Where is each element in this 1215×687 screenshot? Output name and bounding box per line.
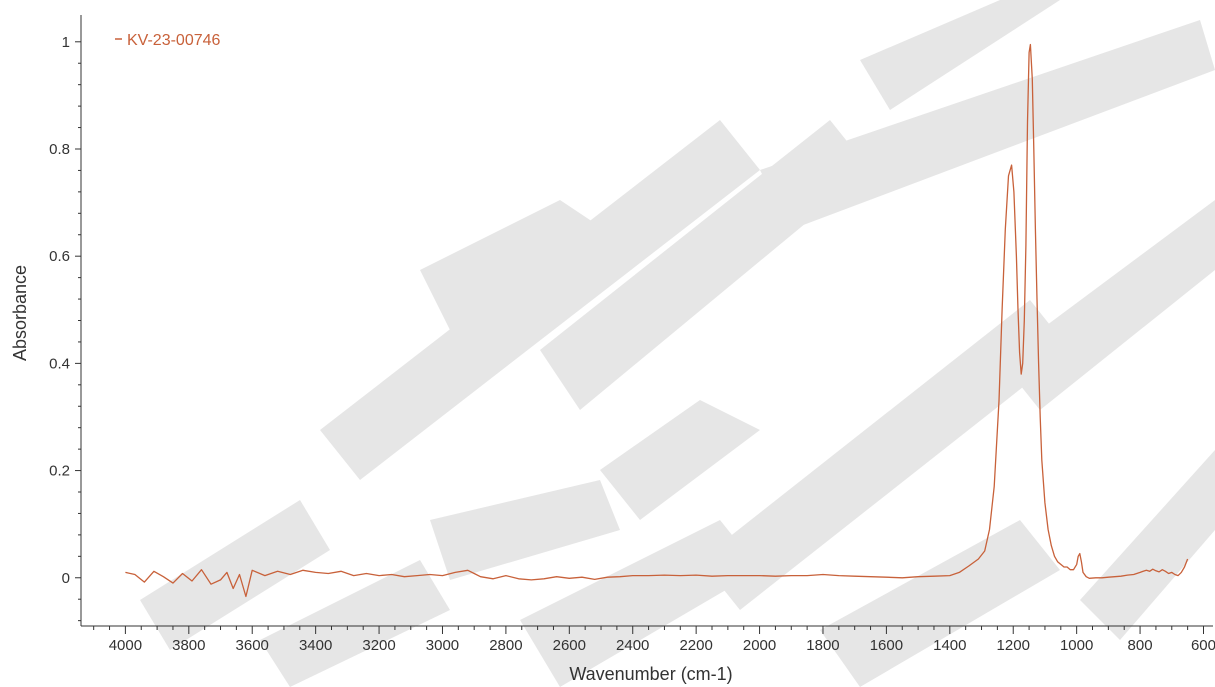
y-ticks: 0 0.2 0.4 0.6 0.8 1 [49, 34, 81, 622]
x-tick-label: 3800 [172, 637, 205, 654]
x-tick-label: 2200 [679, 637, 712, 654]
y-axis-title: Absorbance [10, 265, 30, 361]
y-tick-label: 0.4 [49, 355, 70, 372]
watermark [140, 0, 1215, 687]
x-tick-label: 3000 [426, 637, 459, 654]
x-tick-label: 1600 [870, 637, 903, 654]
x-tick-label: 1000 [1060, 637, 1093, 654]
y-tick-label: 1 [62, 34, 70, 51]
x-tick-label: 2000 [743, 637, 776, 654]
x-tick-label: 1800 [806, 637, 839, 654]
x-ticks: 4000 3800 3600 3400 3200 3000 2800 2600 2400 2200… [93, 626, 1215, 654]
x-axis-title: Wavenumber (cm-1) [569, 664, 732, 684]
legend-label: KV-23-00746 [127, 32, 221, 49]
x-tick-label: 3400 [299, 637, 332, 654]
x-tick-label: 800 [1128, 637, 1153, 654]
x-tick-label: 3600 [236, 637, 269, 654]
y-tick-label: 0.6 [49, 248, 70, 265]
x-tick-label: 600 [1191, 637, 1215, 654]
x-tick-label: 2400 [616, 637, 649, 654]
x-tick-label: 2600 [553, 637, 586, 654]
x-tick-label: 1400 [933, 637, 966, 654]
series-group [125, 43, 1189, 598]
x-tick-label: 2800 [489, 637, 522, 654]
y-tick-label: 0.2 [49, 463, 70, 480]
legend: KV-23-00746 [115, 32, 221, 49]
series-line [125, 43, 1189, 598]
y-tick-label: 0.8 [49, 141, 70, 158]
x-tick-label: 1200 [997, 637, 1030, 654]
x-tick-label: 3200 [362, 637, 395, 654]
x-tick-label: 4000 [109, 637, 142, 654]
y-tick-label: 0 [62, 570, 70, 587]
